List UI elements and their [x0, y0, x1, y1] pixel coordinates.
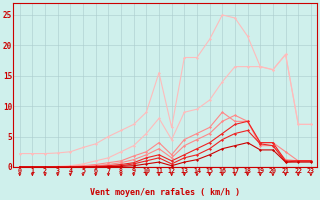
X-axis label: Vent moyen/en rafales ( km/h ): Vent moyen/en rafales ( km/h ): [90, 188, 240, 197]
